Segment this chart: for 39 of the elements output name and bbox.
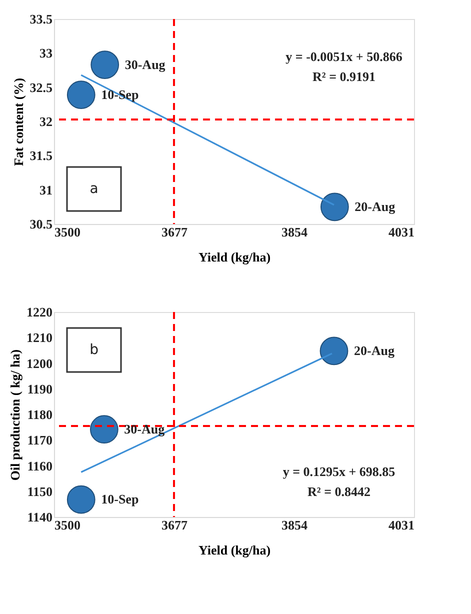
y-tick-label: 1200 [26, 356, 52, 371]
y-tick-label: 31 [40, 182, 52, 198]
y-tick-label: 33.5 [30, 12, 53, 26]
y-tick-label: 1160 [27, 458, 52, 474]
y-tick-label: 30.5 [30, 216, 53, 232]
y-tick-label: 31.5 [30, 148, 53, 164]
y-axis-title: Oil production ( kg/ ha) [8, 349, 22, 481]
y-tick-label: 33 [40, 46, 53, 61]
x-axis-title: Yield (kg/ha) [198, 542, 271, 558]
y-tick-label: 32 [40, 114, 52, 129]
x-tick-label: 3854 [282, 518, 308, 532]
annotation: 20-Aug [354, 198, 396, 214]
x-tick-label: 3677 [162, 224, 188, 240]
x-tick-label: 3500 [54, 518, 80, 532]
y-tick-label: 1140 [27, 510, 52, 524]
y-tick-label: 1210 [26, 330, 52, 346]
annotation: b [90, 342, 99, 358]
x-tick-label: 3500 [54, 224, 80, 240]
annotation: 20-Aug [354, 342, 395, 358]
x-tick-label: 3677 [162, 518, 188, 532]
annotation: 30-Aug [124, 56, 166, 72]
x-tick-label: 3854 [282, 224, 308, 240]
y-tick-label: 1180 [27, 407, 52, 422]
annotation: 30-Aug [124, 421, 166, 436]
y-tick-label: 1170 [27, 432, 52, 448]
y-tick-label: 32.5 [30, 80, 53, 95]
annotation: R² = 0.8442 [308, 484, 370, 499]
x-axis-title: Yield (kg/ha) [198, 250, 271, 264]
annotation: R² = 0.9191 [312, 69, 376, 84]
x-tick-label: 4031 [388, 518, 414, 532]
y-axis-title: Fat content (%) [10, 78, 26, 166]
y-tick-label: 1150 [27, 484, 52, 499]
y-tick-label: 1220 [26, 304, 52, 320]
annotation: y = 0.1295x + 698.85 [282, 464, 396, 479]
annotation: 10-Sep [101, 492, 139, 507]
annotation: y = -0.0051x + 50.866 [286, 49, 403, 64]
x-tick-label: 4031 [388, 224, 414, 240]
annotation: a [90, 181, 98, 197]
y-tick-label: 1190 [27, 381, 52, 396]
